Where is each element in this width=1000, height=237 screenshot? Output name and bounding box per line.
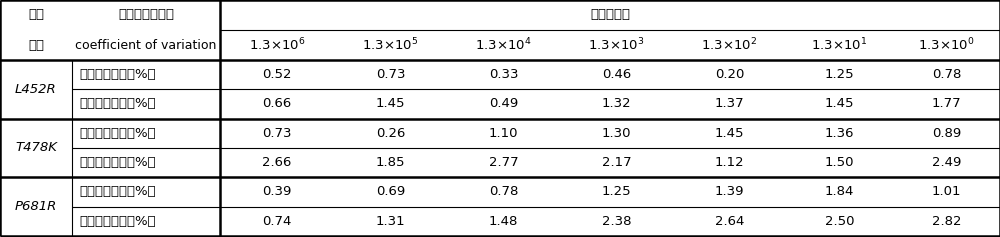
Text: 批间变异系数（%）: 批间变异系数（%） bbox=[79, 97, 156, 110]
Text: 批内变异系数（%）: 批内变异系数（%） bbox=[79, 127, 156, 140]
Text: 1.30: 1.30 bbox=[602, 127, 631, 140]
Text: 0.52: 0.52 bbox=[262, 68, 292, 81]
Text: 1.3$\times$10$^3$: 1.3$\times$10$^3$ bbox=[588, 37, 645, 54]
Text: 1.45: 1.45 bbox=[825, 97, 854, 110]
Text: 1.45: 1.45 bbox=[376, 97, 405, 110]
Text: 1.77: 1.77 bbox=[932, 97, 961, 110]
Text: 批间变异系数（%）: 批间变异系数（%） bbox=[79, 156, 156, 169]
Text: 1.25: 1.25 bbox=[602, 186, 631, 198]
Text: L452R: L452R bbox=[15, 83, 57, 96]
Text: 1.12: 1.12 bbox=[715, 156, 744, 169]
Text: T478K: T478K bbox=[15, 141, 57, 154]
Text: 1.39: 1.39 bbox=[715, 186, 744, 198]
Text: 1.48: 1.48 bbox=[489, 215, 518, 228]
Text: 模板拷贝数: 模板拷贝数 bbox=[590, 9, 630, 21]
Text: 1.37: 1.37 bbox=[715, 97, 744, 110]
Text: 2.38: 2.38 bbox=[602, 215, 631, 228]
Text: 0.73: 0.73 bbox=[262, 127, 292, 140]
Text: 名称: 名称 bbox=[28, 39, 44, 52]
Text: 0.74: 0.74 bbox=[262, 215, 292, 228]
Text: 0.78: 0.78 bbox=[489, 186, 518, 198]
Text: 0.39: 0.39 bbox=[262, 186, 292, 198]
Text: 0.20: 0.20 bbox=[715, 68, 744, 81]
Text: 2.66: 2.66 bbox=[262, 156, 292, 169]
Text: 0.49: 0.49 bbox=[489, 97, 518, 110]
Text: 1.32: 1.32 bbox=[602, 97, 631, 110]
Text: 0.46: 0.46 bbox=[602, 68, 631, 81]
Text: 1.31: 1.31 bbox=[376, 215, 405, 228]
Text: 2.82: 2.82 bbox=[932, 215, 961, 228]
Text: 1.25: 1.25 bbox=[825, 68, 854, 81]
Text: 1.3$\times$10$^4$: 1.3$\times$10$^4$ bbox=[475, 37, 532, 54]
Text: P681R: P681R bbox=[15, 200, 57, 213]
Text: 0.66: 0.66 bbox=[262, 97, 292, 110]
Text: 1.50: 1.50 bbox=[825, 156, 854, 169]
Text: 1.01: 1.01 bbox=[932, 186, 961, 198]
Text: 1.45: 1.45 bbox=[715, 127, 744, 140]
Text: 1.36: 1.36 bbox=[825, 127, 854, 140]
Text: 0.69: 0.69 bbox=[376, 186, 405, 198]
Text: 2.77: 2.77 bbox=[489, 156, 518, 169]
Text: 0.78: 0.78 bbox=[932, 68, 961, 81]
Text: 1.85: 1.85 bbox=[376, 156, 405, 169]
Text: 0.89: 0.89 bbox=[932, 127, 961, 140]
Text: 1.10: 1.10 bbox=[489, 127, 518, 140]
Text: 1.3$\times$10$^1$: 1.3$\times$10$^1$ bbox=[811, 37, 868, 54]
Text: 0.73: 0.73 bbox=[376, 68, 405, 81]
Text: 批内变异系数（%）: 批内变异系数（%） bbox=[79, 186, 156, 198]
Text: 0.33: 0.33 bbox=[489, 68, 518, 81]
Text: 1.3$\times$10$^2$: 1.3$\times$10$^2$ bbox=[701, 37, 758, 54]
Text: 批间变异系数（%）: 批间变异系数（%） bbox=[79, 215, 156, 228]
Text: 1.3$\times$10$^0$: 1.3$\times$10$^0$ bbox=[918, 37, 975, 54]
Text: 0.26: 0.26 bbox=[376, 127, 405, 140]
Text: 2.64: 2.64 bbox=[715, 215, 744, 228]
Text: 1.84: 1.84 bbox=[825, 186, 854, 198]
Text: 变异: 变异 bbox=[28, 9, 44, 21]
Text: 2.50: 2.50 bbox=[825, 215, 854, 228]
Text: 批内变异系数（%）: 批内变异系数（%） bbox=[79, 68, 156, 81]
Text: 2.17: 2.17 bbox=[602, 156, 631, 169]
Text: 1.3$\times$10$^5$: 1.3$\times$10$^5$ bbox=[362, 37, 419, 54]
Text: 1.3$\times$10$^6$: 1.3$\times$10$^6$ bbox=[249, 37, 305, 54]
Text: 重复性变异系数: 重复性变异系数 bbox=[118, 9, 174, 21]
Text: 2.49: 2.49 bbox=[932, 156, 961, 169]
Text: coefficient of variation: coefficient of variation bbox=[75, 39, 217, 52]
